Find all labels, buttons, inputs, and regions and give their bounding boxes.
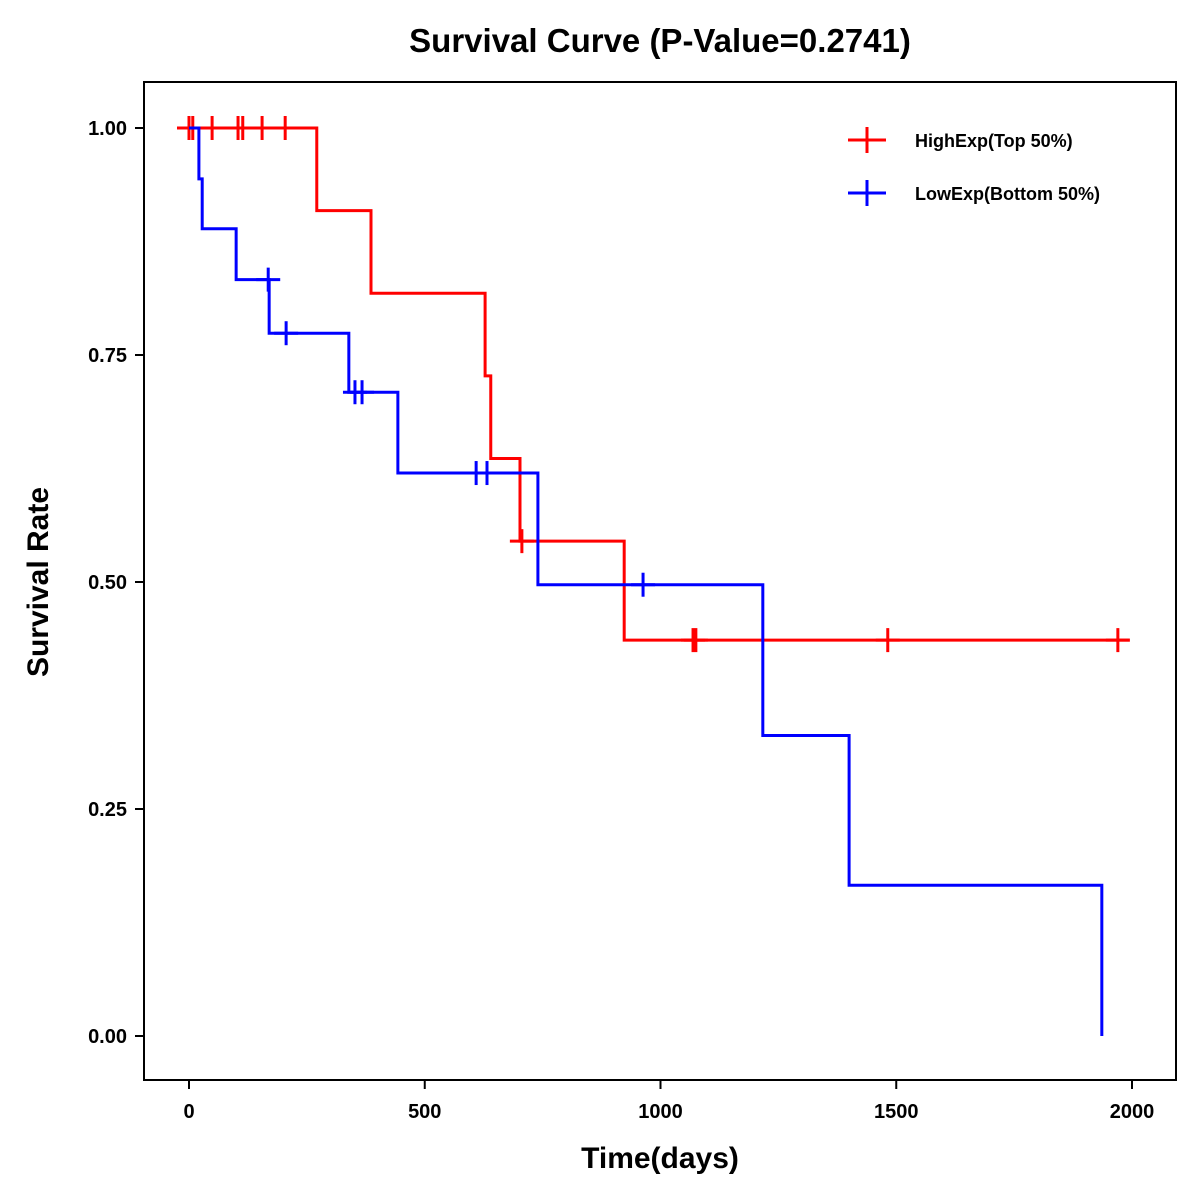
x-tick-label: 1000	[638, 1101, 683, 1123]
chart-title: Survival Curve (P-Value=0.2741)	[409, 22, 911, 59]
legend-label: LowExp(Bottom 50%)	[915, 184, 1100, 204]
survival-step-line	[189, 126, 1130, 642]
y-tick-label: 0.75	[88, 345, 127, 367]
y-tick-label: 1.00	[88, 118, 127, 140]
legend-item: LowExp(Bottom 50%)	[848, 180, 1100, 206]
x-tick-label: 1500	[874, 1101, 919, 1123]
legend: HighExp(Top 50%) LowExp(Bottom 50%)	[848, 127, 1100, 206]
y-axis-label: Survival Rate	[22, 487, 55, 677]
x-tick-label: 500	[408, 1101, 441, 1123]
legend-label: HighExp(Top 50%)	[915, 131, 1073, 151]
x-tick-label: 0	[183, 1101, 194, 1123]
series-layer	[177, 116, 1130, 1036]
legend-item: HighExp(Top 50%)	[848, 127, 1073, 153]
y-tick-label: 0.25	[88, 799, 127, 821]
series-highexp	[177, 116, 1130, 653]
y-tick-label: 0.50	[88, 572, 127, 594]
x-axis: 0 500 1000 1500 2000	[183, 1080, 1154, 1123]
series-lowexp	[189, 126, 1104, 1036]
x-tick-label: 2000	[1110, 1101, 1155, 1123]
y-axis: 0.00 0.25 0.50 0.75 1.00	[88, 118, 144, 1048]
y-tick-label: 0.00	[88, 1026, 127, 1048]
x-axis-label: Time(days)	[581, 1142, 739, 1175]
